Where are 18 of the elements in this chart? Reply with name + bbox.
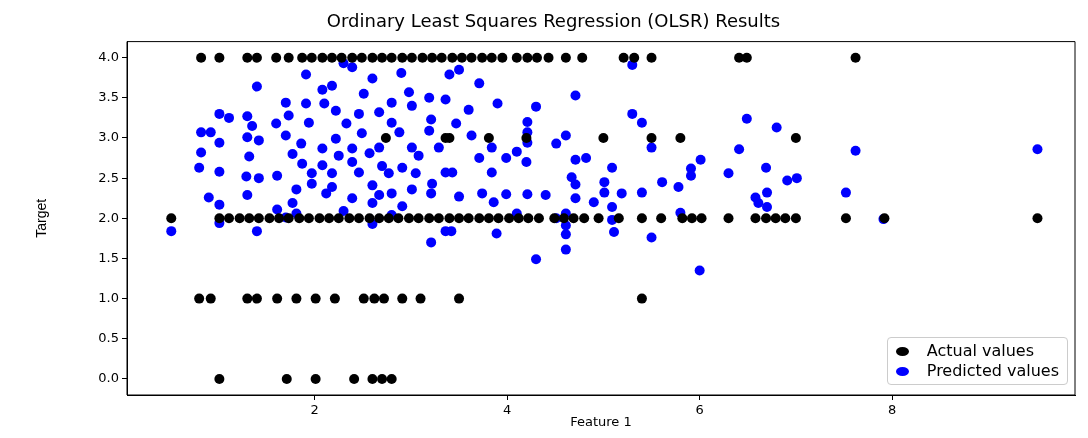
x-tick-label: 8 (888, 402, 897, 418)
legend-label: Predicted values (926, 361, 1059, 381)
y-tick-label: 1.0 (98, 289, 119, 305)
x-axis-title: Feature 1 (570, 413, 632, 429)
y-tick-label: 2.0 (98, 209, 119, 225)
y-tick-label: 3.0 (98, 129, 119, 145)
y-tick-label: 3.5 (98, 89, 119, 105)
y-tick-label: 4.0 (98, 49, 119, 65)
y-tick-label: 0.5 (98, 330, 119, 346)
y-tick-label: 0.0 (98, 370, 119, 386)
chart-title: Ordinary Least Squares Regression (OLSR) Results (326, 10, 781, 32)
y-tick-label: 2.5 (98, 169, 119, 185)
x-tick-label: 4 (503, 402, 512, 418)
x-tick-label: 6 (695, 402, 704, 418)
legend-label: Actual values (926, 341, 1035, 361)
y-tick-label: 1.5 (98, 249, 119, 265)
y-axis-title: Target (33, 198, 50, 238)
x-tick-label: 2 (310, 402, 319, 418)
